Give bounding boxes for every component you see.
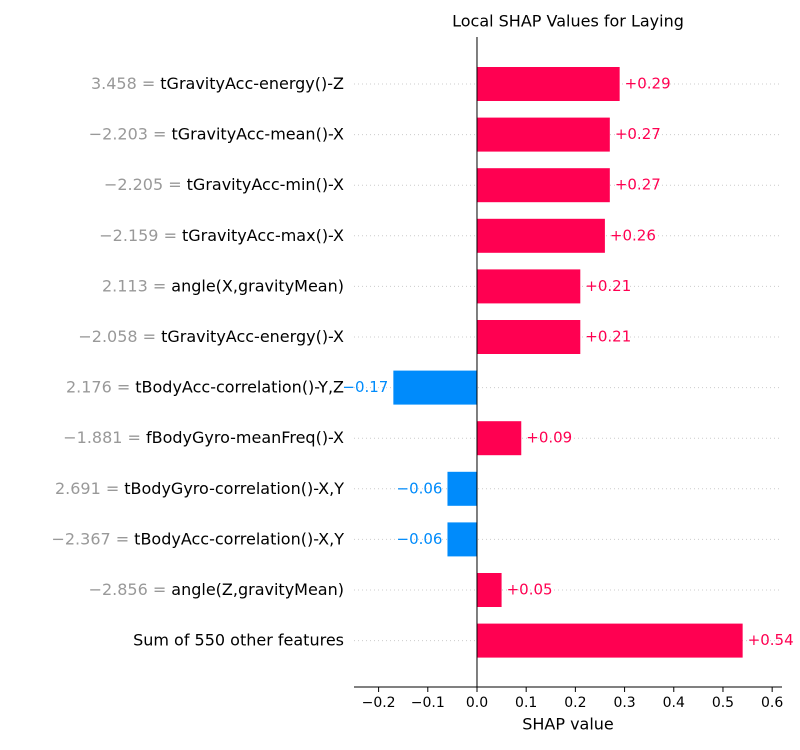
bar [476,168,610,203]
y-tick-label: −2.856 = angle(Z,gravityMean) [89,580,344,599]
y-tick-label: Sum of 550 other features [133,630,344,649]
feature-value: 2.113 = [102,276,166,295]
feature-value: −2.203 = [89,124,167,143]
feature-value: 2.691 = [55,478,119,497]
feature-value: −2.856 = [89,580,167,599]
x-tick-label: −0.2 [362,695,396,711]
bar [476,573,502,607]
feature-name: tBodyAcc-correlation()-X,Y [134,529,344,548]
value-label: +0.21 [585,328,631,346]
bar [476,218,605,253]
y-tick-label: 2.691 = tBodyGyro-correlation()-X,Y [55,478,344,497]
bar [476,117,610,152]
feature-name: tBodyGyro-correlation()-X,Y [124,478,344,497]
feature-name: tGravityAcc-min()-X [187,175,344,194]
value-label: −0.06 [397,530,443,548]
feature-name: Sum of 550 other features [133,630,344,649]
feature-name: tGravityAcc-mean()-X [171,124,344,143]
x-axis-label: SHAP value [522,715,614,734]
bar [476,623,743,658]
y-tick-label: −2.159 = tGravityAcc-max()-X [99,225,344,244]
y-tick-label: 2.176 = tBodyAcc-correlation()-Y,Z [66,377,344,396]
value-label: +0.27 [615,176,661,194]
x-tick-label: 0.1 [515,695,537,711]
value-label: +0.54 [748,631,794,649]
x-tick-label: 0.5 [712,695,734,711]
bar [476,421,522,456]
feature-value: −2.159 = [99,225,177,244]
feature-name: tGravityAcc-energy()-X [161,327,344,346]
y-tick-label: −1.881 = fBodyGyro-meanFreq()-X [63,428,344,447]
feature-name: tBodyAcc-correlation()-Y,Z [135,377,344,396]
x-tick-label: 0.3 [613,695,635,711]
value-label: +0.29 [625,75,671,93]
y-tick-label: −2.205 = tGravityAcc-min()-X [104,175,344,194]
feature-name: tGravityAcc-energy()-Z [160,74,344,93]
bar [476,67,620,101]
y-tick-label: −2.058 = tGravityAcc-energy()-X [78,327,344,346]
bar [447,471,477,506]
feature-value: 2.176 = [66,377,130,396]
value-label: +0.27 [615,125,661,143]
x-tick-label: 0.2 [564,695,586,711]
y-tick-label: −2.203 = tGravityAcc-mean()-X [89,124,344,143]
feature-name: tGravityAcc-max()-X [182,225,344,244]
value-label: −0.17 [342,378,388,396]
bar [476,320,581,354]
feature-value: 3.458 = [91,74,155,93]
feature-name: angle(Z,gravityMean) [171,580,344,599]
feature-name: angle(X,gravityMean) [171,276,344,295]
value-label: +0.05 [507,581,553,599]
bar [393,370,477,405]
value-label: +0.09 [526,429,572,447]
x-tick-label: −0.1 [411,695,445,711]
value-label: +0.26 [610,226,656,244]
y-tick-label: 2.113 = angle(X,gravityMean) [102,276,344,295]
bar [476,269,581,304]
value-label: +0.21 [585,277,631,295]
feature-value: −2.367 = [51,529,129,548]
x-tick-label: 0.4 [663,695,685,711]
feature-value: −2.058 = [78,327,156,346]
chart-title: Local SHAP Values for Laying [452,12,684,31]
x-tick-label: 0.0 [466,695,488,711]
feature-value: −2.205 = [104,175,182,194]
feature-value: −1.881 = [63,428,141,447]
y-tick-label: 3.458 = tGravityAcc-energy()-Z [91,74,344,93]
x-tick-label: 0.6 [761,695,783,711]
feature-name: fBodyGyro-meanFreq()-X [146,428,344,447]
y-tick-label: −2.367 = tBodyAcc-correlation()-X,Y [51,529,344,548]
value-label: −0.06 [397,479,443,497]
bar [447,522,477,557]
